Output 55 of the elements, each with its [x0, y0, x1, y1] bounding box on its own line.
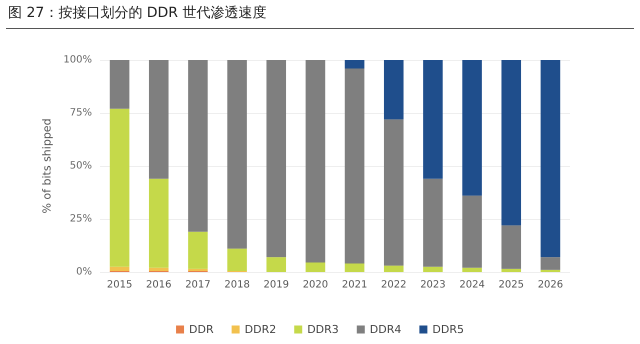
bar — [423, 266, 443, 272]
bar — [384, 266, 404, 272]
x-tick-label: 2022 — [381, 280, 406, 290]
bar — [148, 178, 169, 268]
bar — [110, 108, 130, 267]
bar — [384, 60, 404, 120]
bar — [148, 268, 169, 271]
x-tick-label: 2016 — [146, 280, 172, 290]
bar — [188, 232, 208, 269]
x-tick-label: 2023 — [420, 280, 446, 290]
bar — [344, 68, 364, 264]
bar — [148, 60, 169, 179]
x-tick-label: 2024 — [459, 280, 485, 290]
x-tick-label: 2019 — [264, 280, 289, 290]
bar — [344, 60, 364, 68]
bar — [306, 60, 326, 262]
bar — [188, 60, 208, 232]
bar — [462, 60, 482, 196]
bar — [501, 225, 522, 269]
legend-label: DDR5 — [432, 323, 464, 336]
x-tick-label: 2026 — [538, 280, 564, 290]
legend-label: DDR3 — [307, 323, 339, 336]
x-tick-label: 2015 — [106, 280, 132, 290]
bar — [110, 60, 130, 109]
bar — [384, 119, 404, 266]
bar — [423, 60, 443, 179]
bar — [306, 262, 326, 272]
chart-title: 图 27：按接口划分的 DDR 世代渗透速度 — [8, 4, 266, 22]
x-tick-label: 2020 — [302, 280, 328, 290]
y-tick-label: 50% — [70, 160, 92, 172]
x-tick-label: 2021 — [342, 280, 368, 290]
y-tick-label: 100% — [63, 54, 92, 66]
bar — [462, 268, 482, 272]
y-tick-label: 0% — [76, 266, 92, 278]
y-tick-label: 75% — [70, 108, 92, 118]
bar — [540, 257, 560, 270]
bar — [462, 196, 482, 268]
bar — [501, 268, 522, 272]
legend-label: DDR2 — [244, 323, 276, 336]
bar — [110, 266, 130, 271]
bar — [423, 178, 443, 267]
bar — [227, 248, 247, 271]
x-tick-label: 2018 — [224, 280, 250, 290]
x-tick-label: 2025 — [498, 280, 524, 290]
bar — [501, 60, 522, 226]
y-axis-title: % of bits shipped — [40, 118, 54, 214]
bar — [266, 60, 286, 258]
bar — [266, 257, 286, 272]
bar — [344, 264, 364, 272]
x-tick-label: 2017 — [185, 280, 211, 290]
bar — [227, 60, 247, 249]
y-tick-label: 25% — [70, 214, 92, 224]
legend-label: DDR4 — [370, 323, 402, 336]
legend-label: DDR — [189, 323, 214, 336]
bar — [540, 60, 560, 258]
